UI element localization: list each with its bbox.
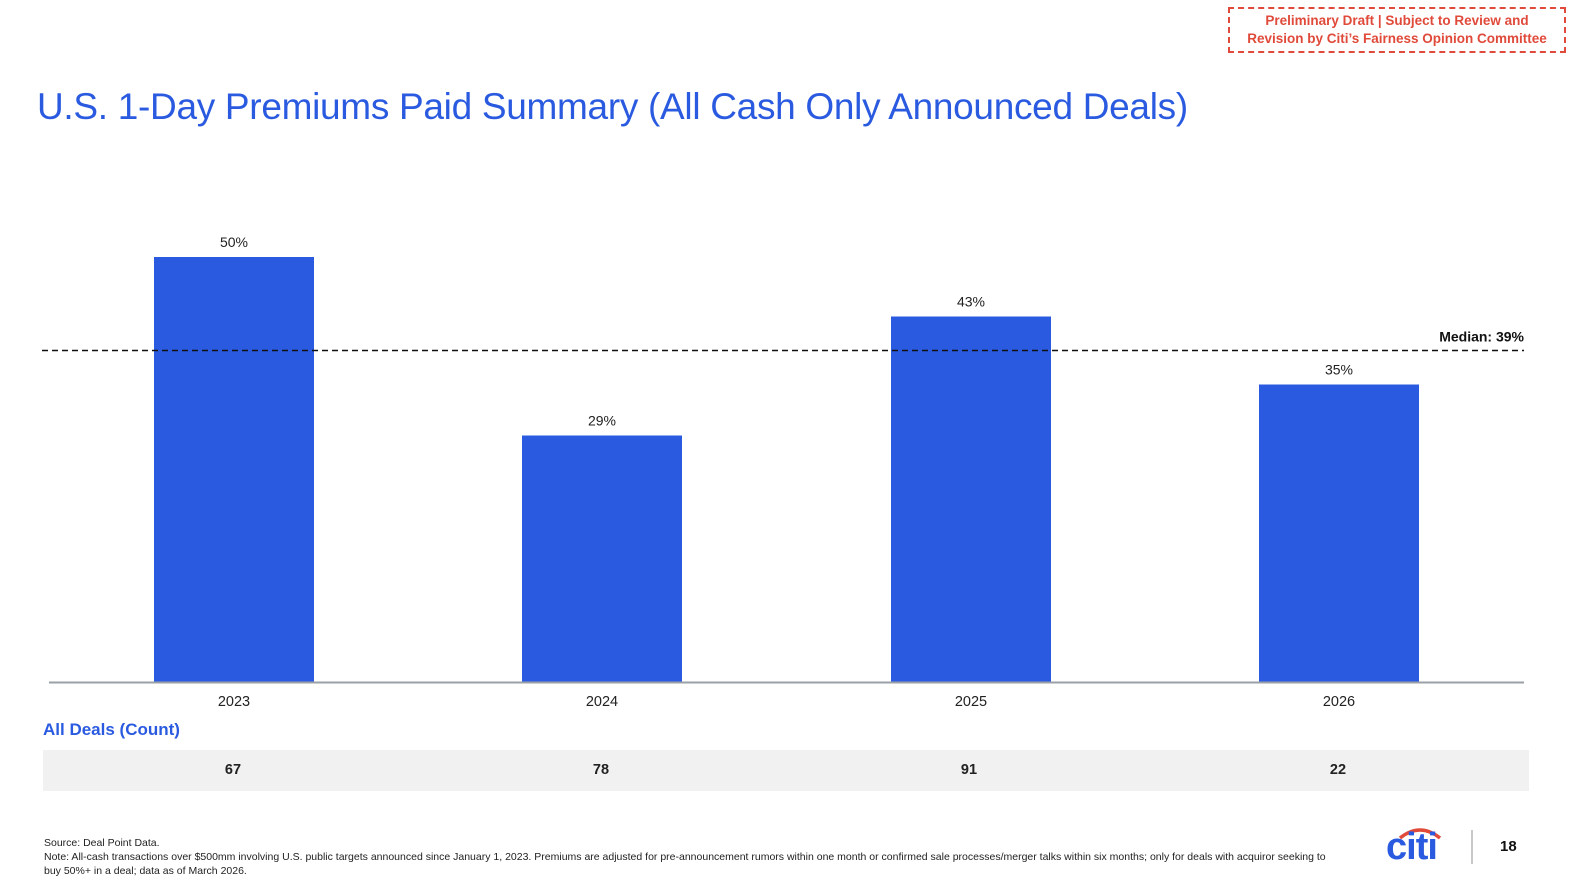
methodology-note: Note: All-cash transactions over $500mm … (44, 851, 1326, 877)
deal-count-2023: 67 (224, 762, 242, 778)
bar-2023 (154, 257, 314, 682)
draft-notice-line2: Revision by Citi’s Fairness Opinion Comm… (1247, 31, 1547, 46)
x-tick-label-2024: 2024 (586, 694, 618, 710)
footer-divider (1471, 830, 1473, 864)
deal-count-2024: 78 (592, 762, 610, 778)
citi-logo: citi (1386, 826, 1438, 868)
deals-count-band: 67 78 91 22 (43, 750, 1529, 791)
bar-2026 (1259, 384, 1419, 682)
footnotes: Source: Deal Point Data. Note: All-cash … (44, 836, 1334, 878)
page-number: 18 (1500, 838, 1517, 855)
data-label-2026: 35% (1325, 362, 1353, 378)
deal-count-2025: 91 (960, 762, 978, 778)
bar-chart: 50% 2023 29% 2024 43% 2025 35% 2026 Median: 39% (42, 234, 1525, 710)
data-label-2024: 29% (588, 413, 616, 429)
deals-count-heading: All Deals (Count) (43, 720, 180, 739)
draft-notice-line1: Preliminary Draft | Subject to Review an… (1265, 13, 1529, 28)
data-label-2023: 50% (220, 234, 248, 250)
median-label: Median: 39% (1439, 329, 1524, 345)
deal-count-2026: 22 (1329, 762, 1347, 778)
bar-2024 (522, 435, 682, 682)
page-title: U.S. 1-Day Premiums Paid Summary (All Ca… (37, 86, 1188, 127)
x-tick-label-2025: 2025 (955, 694, 987, 710)
x-tick-label-2026: 2026 (1323, 694, 1355, 710)
data-label-2025: 43% (957, 294, 985, 310)
x-tick-label-2023: 2023 (218, 694, 250, 710)
citi-logo-arc-icon (1398, 828, 1442, 840)
source-note: Source: Deal Point Data. (44, 837, 160, 849)
bar-2025 (891, 316, 1051, 682)
draft-notice: Preliminary Draft | Subject to Review an… (1228, 7, 1566, 53)
